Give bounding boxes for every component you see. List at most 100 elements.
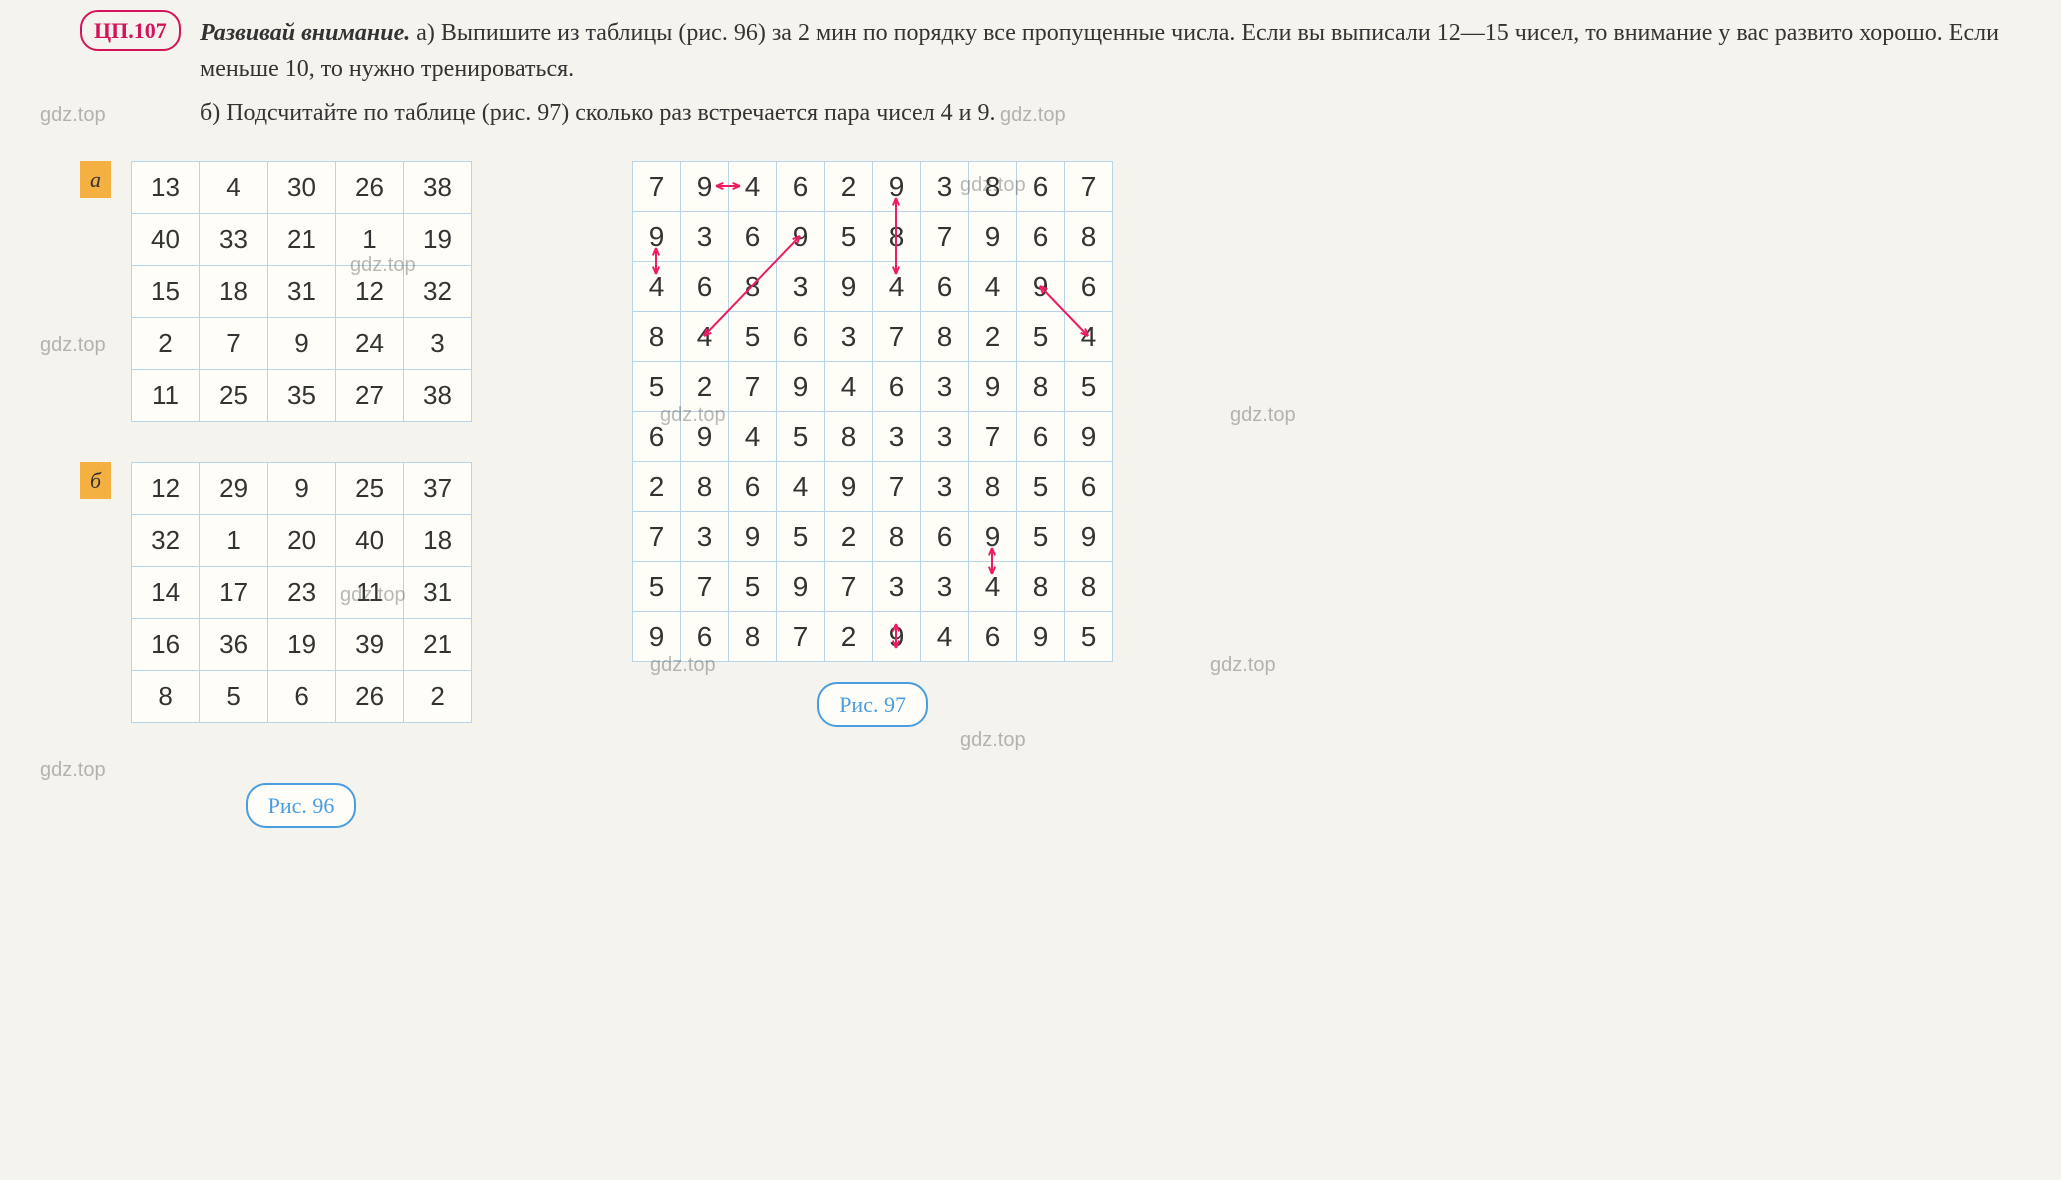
table-cell: 6	[777, 162, 825, 212]
table-cell: 25	[336, 463, 404, 515]
table-cell: 9	[777, 362, 825, 412]
table-cell: 4	[873, 262, 921, 312]
table-cell: 19	[268, 619, 336, 671]
table-cell: 9	[729, 512, 777, 562]
table-cell: 3	[921, 562, 969, 612]
table-cell: 37	[404, 463, 472, 515]
table-cell: 6	[1017, 412, 1065, 462]
table-cell: 40	[132, 214, 200, 266]
table-a-wrap: 1343026384033211191518311232279243112535…	[131, 161, 472, 462]
table-cell: 32	[404, 266, 472, 318]
table-big: 7946293867936958796846839464968456378254…	[632, 161, 1113, 662]
table-cell: 9	[1065, 412, 1113, 462]
table-cell: 5	[1065, 612, 1113, 662]
table-cell: 38	[404, 162, 472, 214]
table-cell: 8	[729, 262, 777, 312]
table-cell: 16	[132, 619, 200, 671]
table-cell: 9	[825, 262, 873, 312]
problem-title: Развивай внимание.	[200, 20, 410, 46]
table-cell: 7	[200, 318, 268, 370]
table-cell: 9	[268, 318, 336, 370]
table-cell: 9	[1017, 262, 1065, 312]
content-row: а 13430263840332111915183112322792431125…	[80, 161, 2021, 828]
table-cell: 29	[200, 463, 268, 515]
table-cell: 2	[681, 362, 729, 412]
table-cell: 7	[681, 562, 729, 612]
table-cell: 3	[873, 412, 921, 462]
table-cell: 9	[1065, 512, 1113, 562]
table-cell: 9	[681, 412, 729, 462]
table-cell: 33	[200, 214, 268, 266]
table-cell: 9	[681, 162, 729, 212]
table-cell: 3	[921, 462, 969, 512]
table-cell: 4	[729, 412, 777, 462]
table-cell: 8	[873, 512, 921, 562]
table-cell: 1	[200, 515, 268, 567]
table-cell: 5	[1017, 512, 1065, 562]
table-cell: 8	[825, 412, 873, 462]
table-cell: 18	[200, 266, 268, 318]
table-cell: 12	[336, 266, 404, 318]
table-cell: 6	[729, 462, 777, 512]
text-part-a: а) Выпишите из таблицы (рис. 96) за 2 ми…	[200, 20, 1999, 82]
problem-text-block: Развивай внимание. а) Выпишите из таблиц…	[200, 15, 2021, 131]
table-cell: 9	[633, 212, 681, 262]
table-cell: 20	[268, 515, 336, 567]
table-cell: 4	[729, 162, 777, 212]
table-cell: 6	[921, 262, 969, 312]
big-table-wrap: 7946293867936958796846839464968456378254…	[632, 161, 1113, 662]
table-cell: 9	[1017, 612, 1065, 662]
table-cell: 4	[969, 562, 1017, 612]
table-cell: 3	[825, 312, 873, 362]
table-cell: 40	[336, 515, 404, 567]
table-cell: 9	[969, 362, 1017, 412]
table-cell: 8	[873, 212, 921, 262]
table-cell: 25	[200, 370, 268, 422]
table-cell: 5	[777, 412, 825, 462]
table-cell: 26	[336, 671, 404, 723]
table-cell: 31	[268, 266, 336, 318]
table-cell: 6	[681, 262, 729, 312]
table-cell: 8	[1065, 212, 1113, 262]
table-cell: 5	[1065, 362, 1113, 412]
table-cell: 6	[681, 612, 729, 662]
table-cell: 6	[1065, 262, 1113, 312]
table-cell: 4	[921, 612, 969, 662]
table-cell: 21	[404, 619, 472, 671]
table-cell: 7	[969, 412, 1017, 462]
table-cell: 18	[404, 515, 472, 567]
table-cell: 4	[681, 312, 729, 362]
table-cell: 6	[729, 212, 777, 262]
table-cell: 21	[268, 214, 336, 266]
problem-number-badge: ЦП.107	[80, 10, 181, 51]
table-cell: 24	[336, 318, 404, 370]
table-cell: 2	[633, 462, 681, 512]
table-cell: 9	[873, 162, 921, 212]
caption-97: Рис. 97	[817, 682, 928, 727]
table-cell: 17	[200, 567, 268, 619]
table-cell: 9	[268, 463, 336, 515]
right-column: 7946293867936958796846839464968456378254…	[572, 161, 1113, 727]
table-cell: 7	[633, 162, 681, 212]
table-cell: 5	[1017, 462, 1065, 512]
table-cell: 4	[825, 362, 873, 412]
table-cell: 9	[633, 612, 681, 662]
table-cell: 31	[404, 567, 472, 619]
table-cell: 27	[336, 370, 404, 422]
table-cell: 14	[132, 567, 200, 619]
table-cell: 6	[969, 612, 1017, 662]
table-cell: 9	[777, 212, 825, 262]
table-cell: 8	[729, 612, 777, 662]
table-cell: 6	[1017, 212, 1065, 262]
table-cell: 8	[1017, 362, 1065, 412]
table-cell: 7	[633, 512, 681, 562]
table-cell: 9	[969, 512, 1017, 562]
table-cell: 2	[825, 612, 873, 662]
table-cell: 3	[921, 362, 969, 412]
table-cell: 8	[969, 462, 1017, 512]
left-column: а 13430263840332111915183112322792431125…	[80, 161, 472, 828]
table-cell: 2	[404, 671, 472, 723]
table-cell: 7	[873, 312, 921, 362]
table-cell: 9	[825, 462, 873, 512]
table-cell: 38	[404, 370, 472, 422]
